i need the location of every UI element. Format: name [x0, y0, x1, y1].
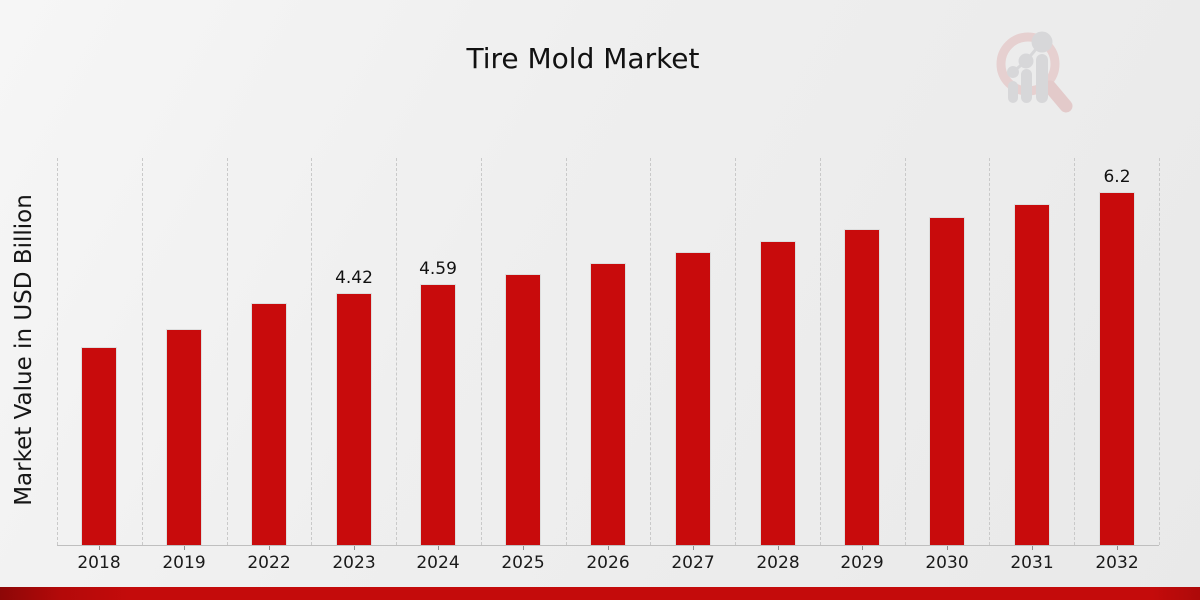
category-gridline	[566, 158, 567, 545]
x-axis-tick	[184, 546, 185, 550]
category-gridline	[142, 158, 143, 545]
x-axis-tick	[523, 546, 524, 550]
x-axis-tick	[608, 546, 609, 550]
chart-bar	[251, 303, 287, 545]
category-gridline	[735, 158, 736, 545]
chart-bar	[929, 217, 965, 545]
chart-bar	[420, 284, 456, 545]
x-tick-label: 2028	[756, 553, 800, 573]
chart-bar	[675, 252, 711, 545]
chart-bar	[336, 293, 372, 545]
chart-bar	[81, 347, 117, 545]
logo-bar-large	[1036, 54, 1048, 103]
category-gridline	[650, 158, 651, 545]
logo-bar-medium	[1021, 69, 1032, 103]
logo-bar-small	[1008, 81, 1018, 103]
x-axis-tick	[1032, 546, 1033, 550]
category-gridline	[311, 158, 312, 545]
bar-value-label: 4.42	[335, 268, 373, 288]
magnifier-bar-chart-logo-icon	[996, 31, 1073, 113]
logo-dot-medium	[1018, 53, 1034, 69]
x-axis-tick	[354, 546, 355, 550]
chart-title: Tire Mold Market	[466, 42, 700, 75]
x-axis-tick	[778, 546, 779, 550]
bar-value-label: 6.2	[1103, 167, 1131, 187]
x-tick-label: 2031	[1010, 553, 1054, 573]
chart-bar	[590, 263, 626, 545]
chart-bar	[844, 229, 880, 545]
x-axis-tick	[862, 546, 863, 550]
chart-bar	[1014, 204, 1050, 545]
x-axis-tick	[947, 546, 948, 550]
x-tick-label: 2024	[416, 553, 460, 573]
chart-bar	[166, 329, 202, 545]
chart-bar	[1099, 192, 1135, 545]
y-axis-line	[57, 158, 58, 545]
chart-bar	[505, 274, 541, 545]
x-tick-label: 2022	[247, 553, 291, 573]
x-tick-label: 2029	[840, 553, 884, 573]
x-tick-label: 2025	[501, 553, 545, 573]
x-axis-line	[57, 545, 1159, 546]
y-axis-title: Market Value in USD Billion	[11, 194, 37, 506]
footer-accent-strip	[0, 587, 1200, 600]
chart-bar	[760, 241, 796, 545]
magnifier-handle	[1043, 80, 1073, 113]
x-tick-label: 2023	[332, 553, 376, 573]
x-axis-tick	[693, 546, 694, 550]
category-gridline	[1074, 158, 1075, 545]
category-gridline	[396, 158, 397, 545]
logo-dot-large	[1031, 31, 1053, 53]
x-tick-label: 2026	[586, 553, 630, 573]
category-gridline	[1159, 158, 1160, 545]
x-tick-label: 2018	[77, 553, 121, 573]
category-gridline	[905, 158, 906, 545]
x-tick-label: 2019	[162, 553, 206, 573]
bar-value-label: 4.59	[419, 259, 457, 279]
x-tick-label: 2032	[1095, 553, 1139, 573]
category-gridline	[820, 158, 821, 545]
x-tick-label: 2027	[671, 553, 715, 573]
x-axis-tick	[269, 546, 270, 550]
x-axis-tick	[1117, 546, 1118, 550]
logo-dot-small	[1007, 66, 1019, 78]
x-axis-tick	[438, 546, 439, 550]
category-gridline	[481, 158, 482, 545]
x-tick-label: 2030	[925, 553, 969, 573]
x-axis-tick	[99, 546, 100, 550]
category-gridline	[989, 158, 990, 545]
category-gridline	[227, 158, 228, 545]
